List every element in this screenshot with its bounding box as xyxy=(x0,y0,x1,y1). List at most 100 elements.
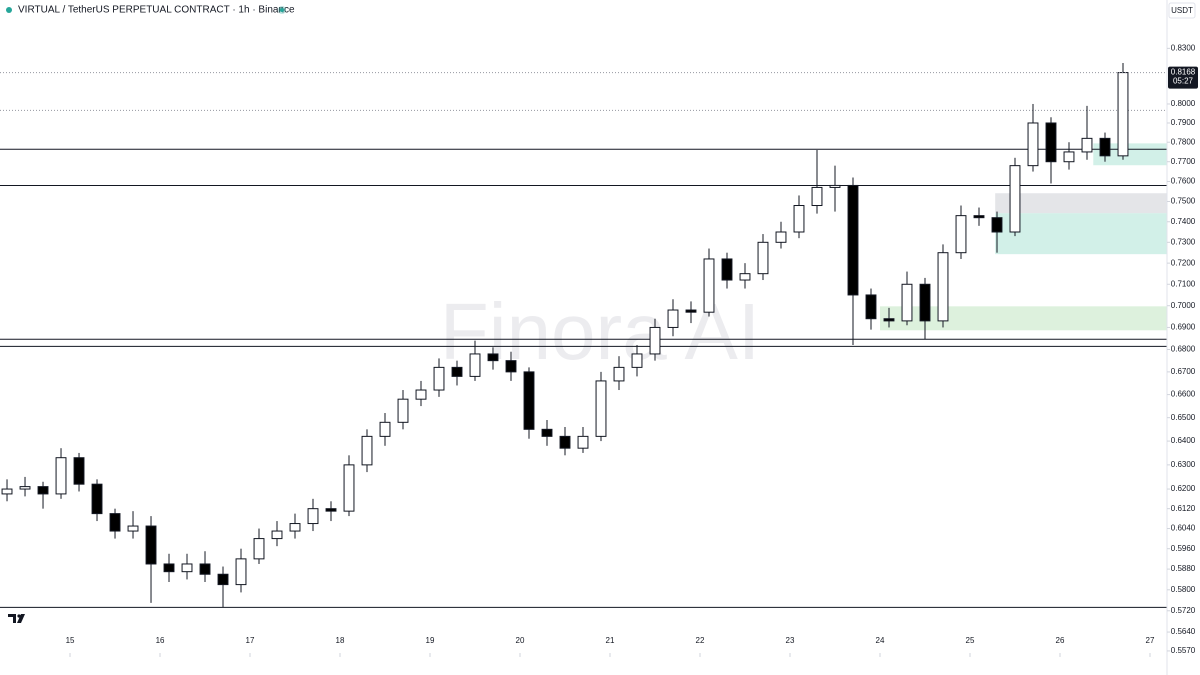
x-tick-label: 25 xyxy=(966,636,975,645)
candle-body xyxy=(217,573,229,586)
candle-body xyxy=(307,508,319,525)
x-tick-label: 20 xyxy=(516,636,525,645)
candle-body xyxy=(127,525,139,532)
candle-body xyxy=(991,217,1003,233)
candle-body xyxy=(847,184,859,296)
y-tick-label: 0.6900 xyxy=(1171,323,1196,332)
y-tick-label: 0.6700 xyxy=(1171,367,1196,376)
candle-body xyxy=(199,563,211,575)
candle-body xyxy=(685,309,697,313)
x-tick-label: 18 xyxy=(336,636,345,645)
zone xyxy=(879,306,1167,331)
candle-body xyxy=(1081,137,1093,153)
x-tick-label: 26 xyxy=(1056,636,1065,645)
candle-body xyxy=(1009,165,1021,233)
candle-body xyxy=(91,483,103,515)
candle-body xyxy=(451,366,463,377)
candle-body xyxy=(901,283,913,322)
candle-body xyxy=(577,435,589,449)
y-tick-label: 0.5880 xyxy=(1171,564,1196,573)
x-tick-label: 24 xyxy=(876,636,885,645)
candle-body xyxy=(973,215,985,219)
candle-body xyxy=(109,513,121,532)
candle-body xyxy=(181,563,193,573)
candle-body xyxy=(73,457,85,485)
candle-body xyxy=(667,309,679,328)
candle-body xyxy=(937,252,949,322)
y-tick-label: 0.7500 xyxy=(1171,197,1196,206)
candle-body xyxy=(541,428,553,437)
chart-title: VIRTUAL / TetherUS PERPETUAL CONTRACT · … xyxy=(18,5,295,16)
candle-body xyxy=(397,398,409,423)
y-tick-label: 0.5960 xyxy=(1171,544,1196,553)
candle-body xyxy=(163,563,175,573)
candle-body xyxy=(523,371,535,430)
x-tick-label: 22 xyxy=(696,636,705,645)
candle-body xyxy=(19,486,31,490)
y-tick-label: 0.7800 xyxy=(1171,137,1196,146)
candle-body xyxy=(1045,122,1057,163)
candle-body xyxy=(469,353,481,377)
y-tick-label: 0.6400 xyxy=(1171,436,1196,445)
y-tick-label: 0.8300 xyxy=(1171,43,1196,52)
y-tick-label: 0.5570 xyxy=(1171,646,1196,655)
candle-body xyxy=(253,538,265,560)
candle-body xyxy=(631,353,643,368)
candle-body xyxy=(235,558,247,586)
y-tick-label: 0.6300 xyxy=(1171,460,1196,469)
candle-body xyxy=(721,258,733,281)
candle-body xyxy=(1063,151,1075,163)
candle-body xyxy=(343,464,355,512)
y-tick-label: 0.8000 xyxy=(1171,99,1196,108)
tv-logo xyxy=(8,614,25,623)
y-tick-label: 0.5640 xyxy=(1171,627,1196,636)
candle-body xyxy=(271,530,283,540)
market-status-dot xyxy=(280,8,284,12)
y-tick-label: 0.7700 xyxy=(1171,157,1196,166)
y-tick-label: 0.7100 xyxy=(1171,279,1196,288)
price-label: 0.8168 xyxy=(1171,68,1196,77)
candle-body xyxy=(415,389,427,400)
candle-body xyxy=(1,488,13,495)
y-tick-label: 0.5720 xyxy=(1171,606,1196,615)
y-tick-label: 0.6600 xyxy=(1171,390,1196,399)
candle-body xyxy=(919,283,931,322)
candle-body xyxy=(793,205,805,233)
candle-body xyxy=(649,326,661,355)
currency-label: USDT xyxy=(1171,6,1193,15)
y-tick-label: 0.7300 xyxy=(1171,237,1196,246)
y-tick-label: 0.6120 xyxy=(1171,504,1196,513)
y-tick-label: 0.7900 xyxy=(1171,118,1196,127)
candle-body xyxy=(433,366,445,391)
candle-body xyxy=(757,241,769,275)
y-tick-label: 0.7000 xyxy=(1171,301,1196,310)
y-tick-label: 0.6500 xyxy=(1171,413,1196,422)
candle-body xyxy=(595,380,607,437)
y-tick-label: 0.6040 xyxy=(1171,524,1196,533)
y-tick-label: 0.6800 xyxy=(1171,345,1196,354)
candle-body xyxy=(865,294,877,320)
candle-body xyxy=(559,435,571,449)
candle-body xyxy=(811,186,823,207)
y-tick-label: 0.7400 xyxy=(1171,217,1196,226)
candle-body xyxy=(883,318,895,322)
candle-body xyxy=(487,353,499,362)
zone xyxy=(995,193,1167,214)
x-tick-label: 23 xyxy=(786,636,795,645)
y-tick-label: 0.7600 xyxy=(1171,177,1196,186)
price-label-box xyxy=(1168,66,1198,89)
x-tick-label: 27 xyxy=(1146,636,1155,645)
candle-body xyxy=(379,421,391,437)
candle-body xyxy=(739,273,751,281)
candle-body xyxy=(1027,122,1039,167)
candle-body xyxy=(55,457,67,495)
x-tick-label: 17 xyxy=(246,636,255,645)
candle-body xyxy=(775,231,787,243)
x-tick-label: 15 xyxy=(66,636,75,645)
x-tick-label: 21 xyxy=(606,636,615,645)
currency-box[interactable] xyxy=(1168,2,1196,19)
candle-body xyxy=(955,215,967,254)
candle-body xyxy=(1099,137,1111,157)
